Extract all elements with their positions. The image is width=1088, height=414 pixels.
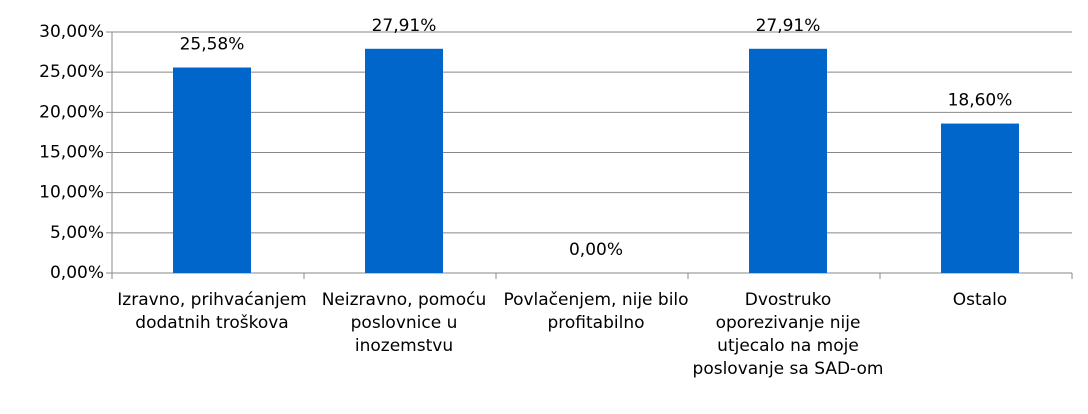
- value-label: 25,58%: [180, 35, 245, 55]
- x-tick-label: Ostalo: [952, 290, 1008, 310]
- y-tick-label: 5,00%: [50, 223, 104, 243]
- x-tick-label: Izravno, prihvaćanjem dodatnih troškova: [117, 290, 307, 333]
- y-tick-label: 20,00%: [39, 102, 104, 122]
- value-label: 0,00%: [569, 240, 623, 260]
- x-tick-label: Neizravno, pomoću poslovnice u inozemstv…: [321, 290, 487, 356]
- bar: [941, 123, 1019, 273]
- y-tick-label: 0,00%: [50, 263, 104, 283]
- value-label: 18,60%: [948, 91, 1013, 111]
- y-tick-label: 15,00%: [39, 143, 104, 163]
- bar: [749, 48, 827, 273]
- y-tick-label: 25,00%: [39, 62, 104, 82]
- y-tick-label: 10,00%: [39, 183, 104, 203]
- x-tick-label: Dvostruko oporezivanje nije utjecalo na …: [692, 290, 884, 379]
- value-label: 27,91%: [372, 16, 437, 36]
- bar: [365, 48, 443, 273]
- x-tick-label: Povlačenjem, nije bilo profitabilno: [503, 290, 689, 333]
- value-label: 27,91%: [756, 16, 821, 36]
- bar: [173, 67, 251, 274]
- y-tick-label: 30,00%: [39, 22, 104, 42]
